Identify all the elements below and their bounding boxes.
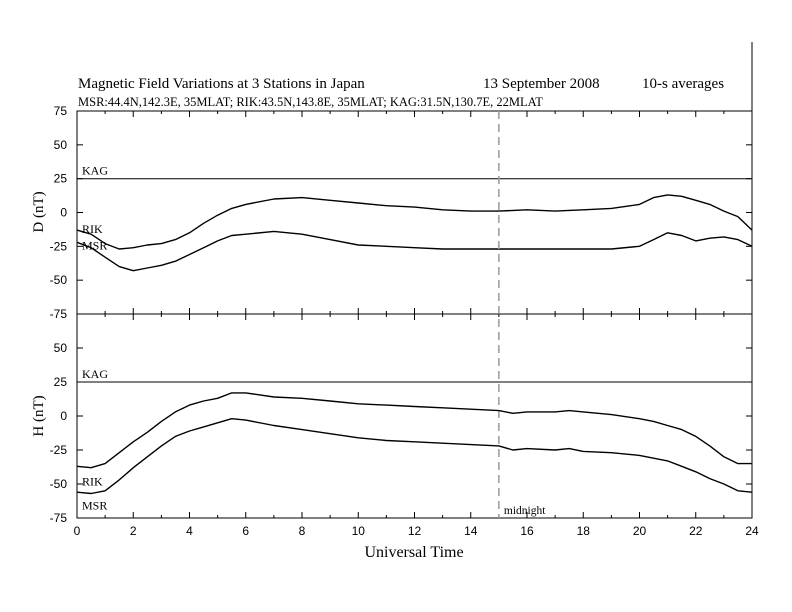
h-label-rik: RIK (82, 475, 103, 489)
xtick-label: 14 (464, 524, 478, 538)
d-label-msr: MSR (82, 239, 107, 253)
h-ytick-label: -75 (50, 511, 68, 525)
h-axis-label: H (nT) (31, 395, 47, 436)
xtick-label: 12 (408, 524, 422, 538)
d-series-msr (76, 230, 753, 272)
d-ytick-label: -50 (50, 273, 68, 287)
h-series-rik (76, 392, 752, 469)
d-ytick-label: -75 (50, 307, 68, 321)
d-ytick-label: 25 (54, 172, 68, 186)
h-series-msr (76, 418, 753, 495)
xtick-label: 6 (242, 524, 249, 538)
xtick-label: 16 (520, 524, 534, 538)
d-ytick-label: 50 (54, 138, 68, 152)
h-ytick-label: -25 (50, 443, 68, 457)
d-ytick-label: -25 (50, 239, 68, 253)
series-lines-layer (76, 111, 753, 518)
chart-date: 13 September 2008 (483, 76, 600, 92)
xtick-label: 10 (352, 524, 366, 538)
chart-averaging: 10-s averages (642, 76, 724, 92)
xtick-label: 8 (299, 524, 306, 538)
h-ytick-label: 25 (54, 375, 68, 389)
xtick-label: 2 (130, 524, 137, 538)
xtick-label: 24 (745, 524, 759, 538)
station-coordinates: MSR:44.4N,142.3E, 35MLAT; RIK:43.5N,143.… (78, 95, 543, 109)
midnight-label: midnight (504, 505, 546, 517)
chart-title: Magnetic Field Variations at 3 Stations … (78, 76, 365, 92)
xtick-label: 4 (186, 524, 193, 538)
h-label-kag: KAG (82, 367, 108, 381)
h-label-msr: MSR (82, 499, 107, 513)
x-axis-label: Universal Time (364, 544, 463, 561)
xtick-label: 22 (689, 524, 703, 538)
d-axis-label: D (nT) (31, 191, 47, 232)
xtick-label: 20 (633, 524, 647, 538)
d-label-rik: RIK (82, 222, 103, 236)
d-ytick-label: 0 (60, 206, 67, 220)
d-ytick-label: 75 (54, 104, 68, 118)
d-series-rik (76, 194, 753, 250)
h-ytick-label: 0 (60, 409, 67, 423)
xtick-label: 18 (577, 524, 591, 538)
series-labels-layer: KAG RIK MSR midnight KAG RIK MSR (82, 164, 546, 517)
h-ytick-label: 50 (54, 341, 68, 355)
xtick-label: 0 (74, 524, 81, 538)
d-label-kag: KAG (82, 164, 108, 178)
h-ytick-label: -50 (50, 477, 68, 491)
